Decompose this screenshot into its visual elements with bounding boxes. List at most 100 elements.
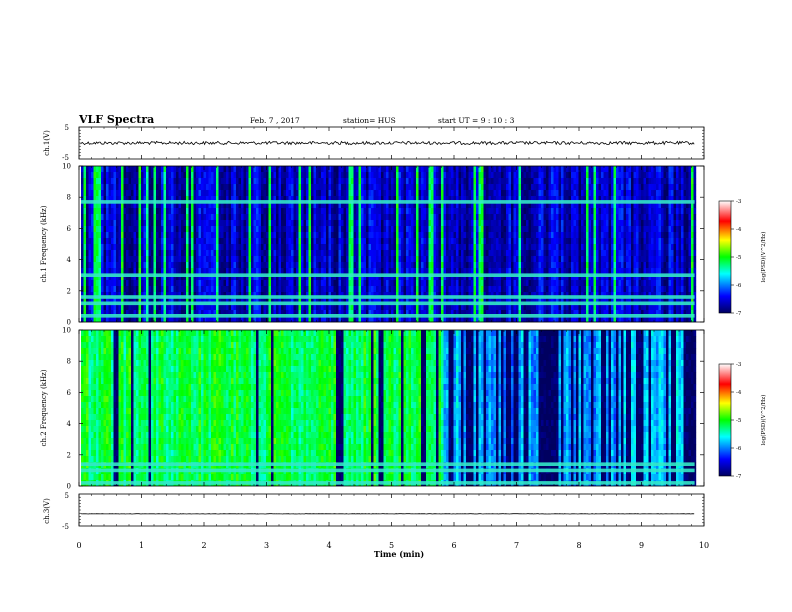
spectrogram-cell bbox=[273, 202, 277, 209]
spectrogram-cell bbox=[448, 262, 452, 269]
spectrogram-cell bbox=[308, 292, 312, 299]
spectrogram-cell bbox=[503, 280, 507, 287]
spectrogram-cell bbox=[378, 256, 382, 263]
spectrogram-cell bbox=[338, 190, 342, 197]
spectrogram-cell bbox=[546, 226, 549, 233]
spectrogram-cell bbox=[401, 202, 404, 209]
spectrogram-cell bbox=[348, 208, 352, 215]
spectrogram-cell bbox=[291, 172, 294, 179]
spectrogram-cell bbox=[128, 286, 132, 293]
spectrogram-cell bbox=[156, 250, 159, 257]
spectrogram-cell bbox=[336, 184, 339, 191]
spectrogram-cell bbox=[141, 178, 144, 185]
spectrogram-cell bbox=[533, 310, 537, 317]
spectrogram-cell bbox=[118, 196, 122, 203]
spectrogram-cell bbox=[143, 316, 147, 323]
spectrogram-cell bbox=[83, 238, 87, 245]
spectrogram-cell bbox=[488, 172, 492, 179]
spectrogram-cell bbox=[343, 190, 347, 197]
spectrogram-cell bbox=[311, 172, 314, 179]
spectrogram-cell bbox=[403, 292, 407, 299]
spectrogram-cell bbox=[348, 232, 352, 239]
spectrogram-cell bbox=[196, 238, 199, 245]
spectrogram-cell bbox=[548, 166, 552, 173]
spectrogram-cell bbox=[238, 202, 242, 209]
spectrogram-cell bbox=[86, 280, 89, 287]
spectrogram-cell bbox=[303, 232, 307, 239]
spectrogram-cell bbox=[306, 280, 309, 287]
spectrogram-cell bbox=[501, 298, 504, 305]
spectrogram-cell bbox=[363, 298, 367, 305]
spectrogram-cell bbox=[478, 280, 482, 287]
spectrogram-cell bbox=[203, 310, 207, 317]
spectrogram-cell bbox=[313, 310, 317, 317]
spectrogram-cell bbox=[443, 286, 447, 293]
spectrogram-cell bbox=[526, 256, 529, 263]
spectrogram-cell bbox=[183, 226, 187, 233]
spectrogram-cell bbox=[383, 178, 387, 185]
spectrogram-cell bbox=[358, 316, 362, 323]
spectrogram-cell bbox=[536, 280, 539, 287]
spectrogram-cell bbox=[351, 214, 354, 221]
spectrogram-cell bbox=[258, 202, 262, 209]
spectrogram-cell bbox=[373, 190, 377, 197]
spectrogram-cell bbox=[86, 214, 89, 221]
spectrogram-cell bbox=[326, 190, 329, 197]
spectrogram-cell bbox=[451, 262, 454, 269]
spectrogram-cell bbox=[151, 184, 154, 191]
spectrogram-cell bbox=[208, 202, 212, 209]
spectrogram-cell bbox=[541, 190, 544, 197]
spectrogram-cell bbox=[178, 256, 182, 263]
spectrogram-cell bbox=[383, 286, 387, 293]
spectrogram-cell bbox=[271, 268, 274, 275]
spectrogram-cell bbox=[466, 286, 469, 293]
spectrogram-cell bbox=[388, 226, 392, 233]
spectrogram-cell bbox=[476, 178, 479, 185]
spectrogram-cell bbox=[323, 220, 327, 227]
spectrogram-cell bbox=[133, 268, 137, 275]
spectrogram-cell bbox=[163, 280, 167, 287]
spectrogram-cell bbox=[91, 208, 94, 215]
spectrogram-cell bbox=[356, 316, 359, 323]
spectrogram-cell bbox=[163, 202, 167, 209]
spectrogram-cell bbox=[291, 316, 294, 323]
spectrogram-cell bbox=[286, 172, 289, 179]
spectrogram-cell bbox=[91, 166, 94, 173]
spectrogram-cell bbox=[293, 298, 297, 305]
spectrogram-cell bbox=[126, 166, 129, 173]
spectrogram-cell bbox=[491, 178, 494, 185]
spectrogram-cell bbox=[406, 220, 409, 227]
spectrogram-cell bbox=[188, 286, 192, 293]
spectrogram-cell bbox=[458, 292, 462, 299]
spectrogram-cell bbox=[318, 250, 322, 257]
spectrogram-cell bbox=[173, 196, 177, 203]
spectrogram-cell bbox=[126, 220, 129, 227]
spectrogram-cell bbox=[343, 250, 347, 257]
spectrogram-cell bbox=[283, 202, 287, 209]
spectrogram-cell bbox=[148, 310, 152, 317]
spectrogram-cell bbox=[276, 172, 279, 179]
spectrogram-cell bbox=[503, 172, 507, 179]
spectrogram-cell bbox=[351, 304, 354, 311]
spectrogram-cell bbox=[241, 220, 244, 227]
spectrogram-cell bbox=[288, 256, 292, 263]
spectrogram-cell bbox=[123, 304, 127, 311]
spectrogram-cell bbox=[216, 286, 219, 293]
spectrogram-cell bbox=[396, 202, 399, 209]
spectrogram-cell bbox=[268, 238, 272, 245]
spectrogram-cell bbox=[451, 274, 454, 281]
spectrogram-cell bbox=[398, 274, 402, 281]
spectrogram-cell bbox=[188, 310, 192, 317]
spectrogram-cell bbox=[298, 274, 302, 281]
spectrogram-cell bbox=[306, 220, 309, 227]
spectrogram-cell bbox=[471, 202, 474, 209]
spectrogram-cell bbox=[321, 196, 324, 203]
spectrogram-cell bbox=[383, 250, 387, 257]
spectrogram-cell bbox=[163, 262, 167, 269]
spectrogram-cell bbox=[468, 196, 472, 203]
spectrogram-cell bbox=[441, 226, 444, 233]
spectrogram-cell bbox=[461, 280, 464, 287]
spectrogram-cell bbox=[456, 190, 459, 197]
spectrogram-cell bbox=[418, 172, 422, 179]
spectrogram-cell bbox=[171, 172, 174, 179]
